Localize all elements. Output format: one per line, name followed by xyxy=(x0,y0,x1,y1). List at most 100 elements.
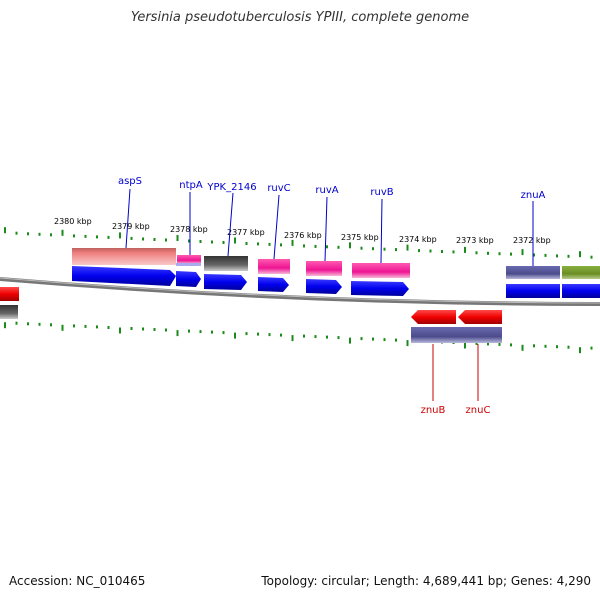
cds-row-reverse xyxy=(411,310,502,343)
minor-tick xyxy=(441,250,443,253)
cds-ntpA[interactable] xyxy=(176,271,201,287)
minor-tick xyxy=(130,236,133,240)
coord-label: 2378 kbp xyxy=(170,225,208,234)
coord-label: 2380 kbp xyxy=(54,217,92,226)
cds-znuC[interactable] xyxy=(458,310,502,324)
feature-next[interactable] xyxy=(562,266,600,279)
major-tick xyxy=(464,246,466,253)
major-tick xyxy=(234,332,236,339)
cds-aspS[interactable] xyxy=(72,266,176,286)
major-tick xyxy=(61,229,64,236)
coord-label: 2372 kbp xyxy=(513,236,551,245)
gene-label-ruvB[interactable]: ruvB xyxy=(370,187,393,198)
minor-tick xyxy=(15,231,18,235)
minor-tick xyxy=(303,334,305,338)
lower-tick-ring xyxy=(4,321,593,354)
gene-label-ntpA[interactable]: ntpA xyxy=(179,180,203,191)
minor-tick xyxy=(360,246,363,250)
minor-tick xyxy=(245,242,248,245)
minor-tick xyxy=(50,323,52,327)
genome-backbone xyxy=(0,277,600,306)
feature-aspS[interactable] xyxy=(72,248,176,265)
major-tick xyxy=(349,337,351,344)
minor-tick xyxy=(38,232,41,236)
feature-ruvC[interactable] xyxy=(258,259,290,274)
minor-tick xyxy=(280,243,282,247)
minor-tick xyxy=(222,331,225,335)
coord-label: 2374 kbp xyxy=(399,235,437,244)
cds-YPK_2146[interactable] xyxy=(204,274,247,290)
minor-tick xyxy=(130,327,133,330)
minor-tick xyxy=(498,342,501,346)
feature-znu-reverse[interactable] xyxy=(411,327,502,343)
minor-tick xyxy=(475,341,478,345)
cds-ruvB[interactable] xyxy=(351,281,409,296)
gene-label-YPK_2146[interactable]: YPK_2146 xyxy=(206,182,256,193)
major-tick xyxy=(579,347,581,354)
minor-tick xyxy=(533,344,535,348)
minor-tick xyxy=(165,328,167,332)
cds-znuA[interactable] xyxy=(506,284,560,298)
minor-tick xyxy=(153,328,156,331)
cds-ruvA[interactable] xyxy=(306,279,342,294)
major-tick xyxy=(521,249,524,256)
feature-ruvB[interactable] xyxy=(352,263,410,278)
major-tick xyxy=(349,242,351,249)
minor-tick xyxy=(372,247,374,251)
major-tick xyxy=(291,239,294,246)
feature-ntpA[interactable] xyxy=(177,255,201,264)
minor-tick xyxy=(199,240,202,243)
minor-tick xyxy=(188,239,190,243)
minor-tick xyxy=(211,330,213,334)
minor-tick xyxy=(452,250,455,254)
feature-znuA[interactable] xyxy=(506,266,560,279)
minor-tick xyxy=(383,338,386,342)
minor-tick xyxy=(418,249,420,253)
minor-tick xyxy=(188,329,190,333)
genome-backbone-highlight xyxy=(0,277,600,304)
minor-tick xyxy=(153,238,156,241)
coord-label: 2373 kbp xyxy=(456,236,494,245)
minor-tick xyxy=(314,335,317,339)
coord-label: 2377 kbp xyxy=(227,228,265,237)
major-tick xyxy=(176,235,179,241)
major-tick xyxy=(464,342,466,349)
minor-tick xyxy=(395,338,397,342)
leader-ruvA xyxy=(324,196,328,262)
gene-label-ruvA[interactable]: ruvA xyxy=(315,185,338,196)
minor-tick xyxy=(395,248,397,252)
minor-tick xyxy=(314,244,317,248)
feature-ruvA[interactable] xyxy=(306,261,342,276)
cds-left-edge[interactable] xyxy=(0,287,19,301)
cds-znuB[interactable] xyxy=(411,310,456,324)
minor-tick xyxy=(107,235,110,239)
minor-tick xyxy=(326,335,328,339)
minor-tick xyxy=(360,337,363,341)
map-title: Yersinia pseudotuberculosis YPIII, compl… xyxy=(130,10,470,25)
major-tick xyxy=(291,335,294,342)
topology-text: Topology: circular; Length: 4,689,441 bp… xyxy=(261,574,591,588)
minor-tick xyxy=(326,245,328,249)
minor-tick xyxy=(268,333,271,337)
minor-tick xyxy=(487,251,489,255)
coord-label: 2376 kbp xyxy=(284,231,322,240)
minor-tick xyxy=(73,324,75,328)
gene-label-znuB[interactable]: znuB xyxy=(421,405,446,416)
gene-label-znuA[interactable]: znuA xyxy=(521,190,546,201)
cds-next[interactable] xyxy=(562,284,600,298)
feature-YPK_2146[interactable] xyxy=(204,256,248,271)
minor-tick xyxy=(303,244,305,248)
gene-label-aspS[interactable]: aspS xyxy=(118,176,142,187)
minor-tick xyxy=(544,253,547,257)
minor-tick xyxy=(567,345,570,349)
gene-label-znuC[interactable]: znuC xyxy=(466,405,491,416)
cds-row-forward xyxy=(72,266,600,298)
cds-ruvC[interactable] xyxy=(258,277,289,292)
minor-tick xyxy=(211,240,213,244)
feature-left-edge[interactable] xyxy=(0,305,18,319)
feature-row-forward xyxy=(72,248,600,279)
minor-tick xyxy=(142,327,144,331)
gene-label-ruvC[interactable]: ruvC xyxy=(267,183,290,194)
upper-tick-ring xyxy=(4,227,593,259)
minor-tick xyxy=(544,344,547,348)
